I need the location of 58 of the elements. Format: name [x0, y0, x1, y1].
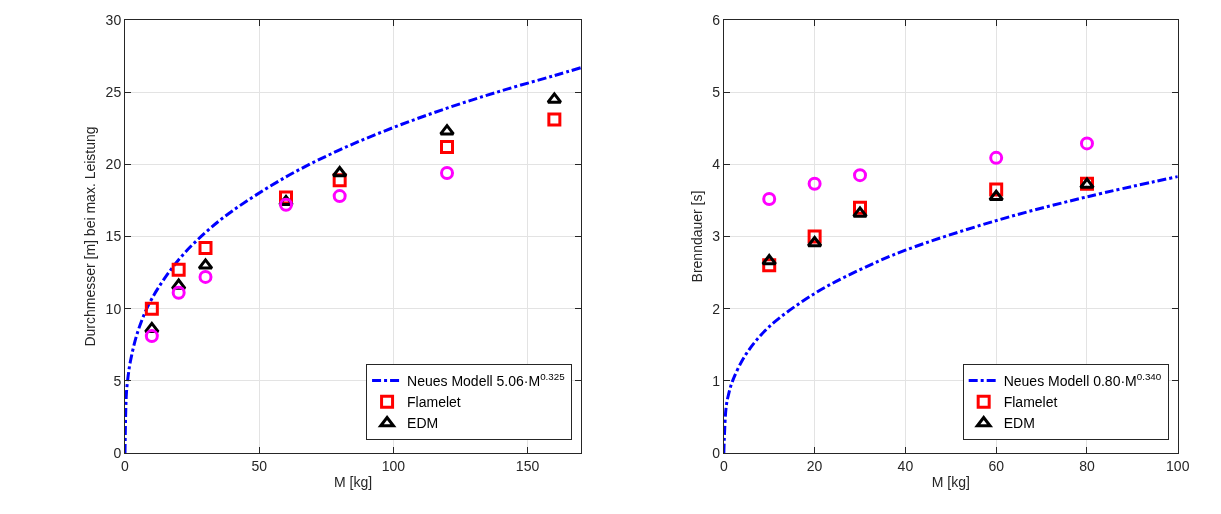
- y-tick-label: 25: [105, 84, 122, 101]
- point: [807, 176, 822, 191]
- point: [279, 197, 294, 212]
- legend-label: Neues Modell 5.06·M$^{0.325}$: [407, 371, 566, 390]
- legend-label: EDM: [407, 415, 439, 432]
- y-tick-label: 4: [712, 156, 721, 173]
- point: [988, 189, 1005, 202]
- point: [806, 235, 823, 248]
- y-tick-label: 0: [113, 444, 122, 461]
- x-tick-label: 100: [1166, 457, 1190, 474]
- y-tick-label: 2: [712, 300, 721, 317]
- point: [197, 258, 214, 270]
- y-tick-label: 15: [105, 228, 122, 245]
- y-axis-title: Durchmesser [m] bei max. Leistung: [82, 126, 99, 347]
- y-tick-label: 10: [105, 300, 122, 317]
- point: [547, 112, 562, 127]
- point: [853, 168, 867, 183]
- x-tick-label: 150: [515, 457, 540, 474]
- point: [171, 262, 186, 277]
- point: [331, 165, 348, 178]
- point: [989, 150, 1004, 165]
- legend-label: Flamelet: [1003, 394, 1058, 411]
- point: [171, 285, 186, 300]
- y-tick-label: 5: [712, 84, 721, 101]
- x-axis-title: M [kg]: [931, 474, 970, 491]
- x-tick-label: 80: [1079, 457, 1095, 474]
- point: [144, 329, 159, 344]
- x-tick-label: 60: [988, 457, 1005, 474]
- point: [198, 269, 213, 284]
- y-tick-label: 5: [113, 372, 122, 389]
- x-tick-label: 20: [806, 457, 823, 474]
- y-axis-title: Brenndauer [s]: [688, 190, 705, 283]
- x-axis-title: M [kg]: [334, 474, 373, 491]
- point: [440, 140, 455, 155]
- point: [1079, 136, 1094, 151]
- point: [440, 165, 455, 180]
- y-tick-label: 3: [712, 228, 721, 245]
- x-tick-label: 100: [381, 457, 406, 474]
- y-tick-label: 1: [712, 372, 721, 389]
- x-tick-label: 40: [897, 457, 914, 474]
- y-tick-label: 30: [105, 11, 122, 28]
- point: [144, 301, 159, 316]
- line-series: [125, 66, 582, 453]
- point: [761, 254, 778, 266]
- line-series: [723, 175, 1178, 453]
- point: [852, 206, 868, 218]
- point: [198, 241, 213, 256]
- y-tick-label: 6: [712, 11, 721, 28]
- point: [762, 191, 777, 206]
- y-tick-label: 0: [712, 444, 721, 461]
- legend-label: EDM: [1003, 415, 1035, 432]
- legend-label: Neues Modell 0.80·M$^{0.340}$: [1003, 371, 1162, 390]
- y-tick-label: 20: [105, 156, 122, 173]
- point: [439, 124, 455, 136]
- point: [332, 189, 347, 204]
- legend-label: Flamelet: [407, 394, 461, 411]
- point: [546, 92, 563, 104]
- x-tick-label: 50: [251, 457, 268, 474]
